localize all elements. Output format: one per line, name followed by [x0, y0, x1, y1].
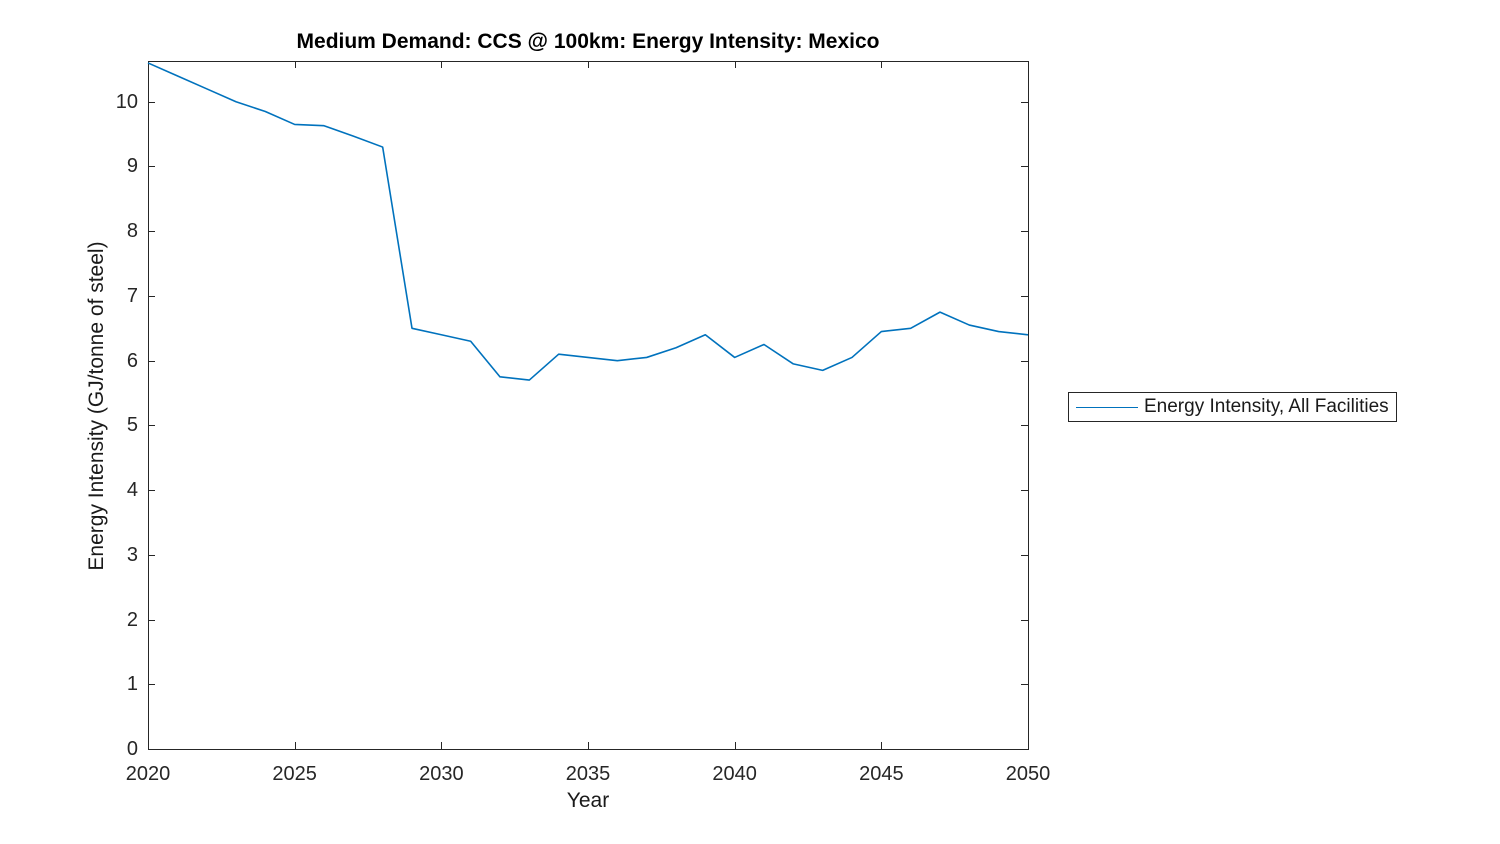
axes-box	[148, 61, 1029, 750]
x-tick-label: 2050	[1005, 763, 1051, 785]
y-tick-label: 3	[126, 543, 138, 566]
x-tick-label: 2030	[419, 763, 464, 785]
chart-title: Medium Demand: CCS @ 100km: Energy Inten…	[296, 30, 880, 53]
y-tick-label: 1	[126, 673, 138, 696]
series-line	[147, 62, 1029, 381]
legend-line-sample-icon	[1076, 406, 1138, 408]
x-tick-label: 2025	[272, 763, 317, 785]
y-tick-label: 9	[126, 155, 138, 178]
x-tick-label: 2045	[859, 763, 904, 785]
y-tick-label: 8	[126, 220, 138, 243]
y-tick-label: 5	[126, 414, 138, 437]
x-axis-label: Year	[566, 789, 610, 812]
y-tick-label: 2	[126, 608, 138, 631]
y-tick-label: 7	[126, 284, 138, 307]
legend-label: Energy Intensity, All Facilities	[1144, 396, 1389, 417]
x-tick-label: 2020	[125, 763, 171, 785]
y-tick-label: 10	[115, 90, 138, 113]
legend: Energy Intensity, All Facilities	[1068, 392, 1397, 422]
y-tick-label: 0	[126, 738, 138, 760]
y-tick-label: 6	[126, 349, 138, 372]
x-tick-label: 2040	[712, 763, 757, 785]
y-tick-label: 4	[126, 479, 138, 502]
x-tick-label: 2035	[565, 763, 611, 785]
